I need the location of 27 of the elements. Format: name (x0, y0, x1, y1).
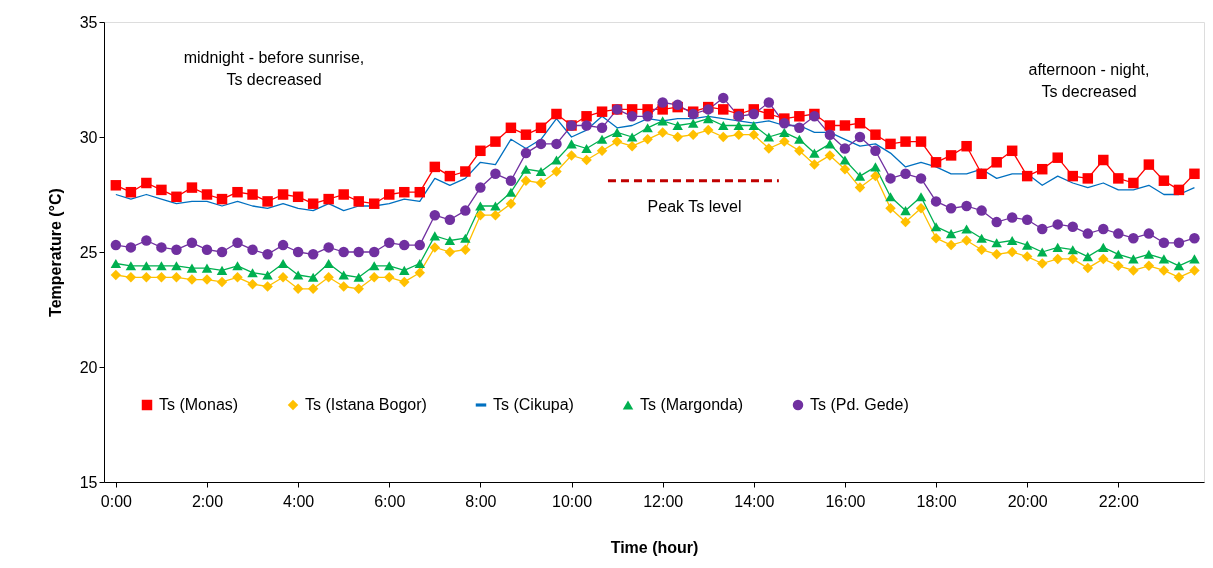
y-tick-label: 20 (79, 358, 98, 376)
x-tick-label: 20:00 (1007, 492, 1048, 510)
x-axis-title: Time (hour) (610, 538, 699, 556)
x-tick-label: 4:00 (283, 492, 315, 510)
y-tick-label: 15 (79, 473, 98, 491)
annotation: midnight - before sunrise, Ts decreased (183, 49, 365, 88)
x-tick-label: 22:00 (1098, 492, 1139, 510)
x-tick-label: 0:00 (100, 492, 133, 510)
x-tick-label: 14:00 (734, 492, 775, 510)
legend-label: Ts (Pd. Gede) (810, 396, 909, 413)
y-tick-label: 30 (79, 128, 98, 146)
y-tick-label: 25 (79, 243, 98, 261)
annotation: Peak Ts level (647, 197, 742, 215)
y-axis-title: Temperature (°C) (46, 188, 64, 317)
x-tick-label: 2:00 (191, 492, 224, 510)
legend-label: Ts (Monas) (159, 396, 239, 413)
x-tick-label: 10:00 (552, 492, 593, 510)
x-tick-label: 16:00 (825, 492, 866, 510)
legend-label: Ts (Cikupa) (493, 396, 574, 413)
y-tick-label: 35 (79, 13, 98, 31)
legend-label: Ts (Margonda) (640, 396, 744, 413)
x-tick-label: 8:00 (465, 492, 497, 510)
x-tick-label: 6:00 (374, 492, 406, 510)
x-tick-label: 12:00 (643, 492, 684, 510)
legend-label: Ts (Istana Bogor) (305, 396, 427, 413)
annotation: afternoon - night, Ts decreased (1028, 61, 1150, 100)
x-tick-label: 18:00 (916, 492, 957, 510)
